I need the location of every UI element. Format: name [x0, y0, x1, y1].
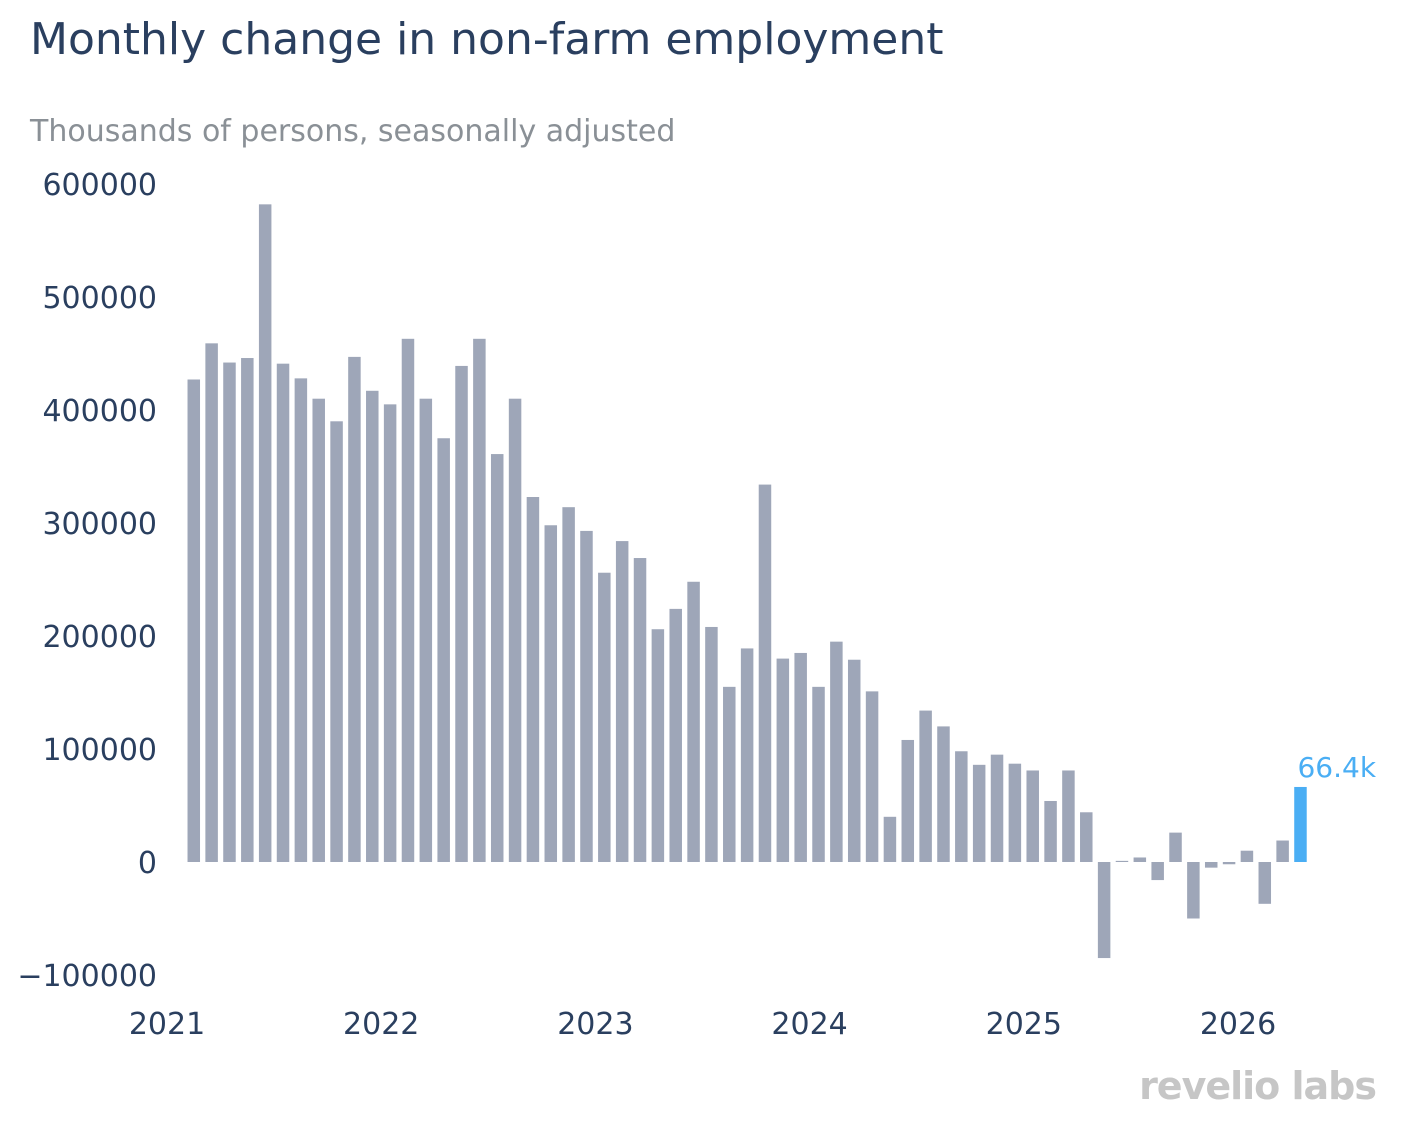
y-tick-label: 400000 [42, 394, 157, 429]
highlight-value-label: 66.4k [1297, 751, 1376, 784]
y-tick-label: 100000 [42, 733, 157, 768]
bar [1222, 862, 1236, 865]
x-tick-label: 2026 [1200, 1007, 1276, 1042]
bar [972, 764, 986, 862]
bar [455, 365, 468, 862]
x-tick-label: 2023 [557, 1007, 633, 1042]
bar [847, 659, 861, 862]
bar [1187, 862, 1200, 919]
y-tick-label: 600000 [42, 168, 157, 203]
y-tick-label: 200000 [42, 620, 157, 655]
chart-title: Monthly change in non-farm employment [30, 14, 944, 65]
bar [526, 497, 540, 862]
bar [1080, 812, 1093, 862]
bar [258, 204, 272, 863]
bar [1044, 800, 1057, 862]
bar [1133, 857, 1147, 862]
bar [241, 358, 254, 862]
bar [1097, 862, 1111, 959]
bar [580, 530, 593, 862]
bar [508, 398, 522, 862]
y-axis: 600000 500000 400000 300000 200000 100000 0 −10… [17, 168, 157, 994]
bar [669, 608, 682, 862]
bar [812, 686, 825, 862]
bar-highlight [1294, 786, 1307, 862]
y-tick-label: −100000 [17, 959, 157, 994]
bar [1008, 763, 1022, 862]
bar [723, 686, 736, 862]
bar [276, 363, 290, 862]
bar [1276, 840, 1289, 862]
revelio-labs-logo: revelio labs [1139, 1064, 1377, 1108]
bar [633, 558, 647, 862]
bar [419, 398, 433, 862]
bar [990, 754, 1004, 862]
bar [937, 726, 950, 862]
chart-subtitle: Thousands of persons, seasonally adjuste… [30, 114, 676, 149]
y-tick-label: 0 [138, 846, 157, 881]
y-tick-label: 300000 [42, 507, 157, 542]
bar [348, 356, 361, 862]
bar [1151, 862, 1164, 881]
bar [312, 398, 325, 862]
bar [794, 652, 807, 862]
bar [401, 338, 415, 862]
bar [562, 507, 575, 862]
bar [705, 626, 718, 862]
bar [1169, 832, 1182, 862]
x-tick-label: 2022 [343, 1007, 419, 1042]
bar [473, 338, 486, 862]
bar [1204, 862, 1218, 868]
x-axis: 2021 2022 2023 2024 2025 2026 [129, 1007, 1276, 1042]
bar [490, 454, 504, 862]
y-tick-label: 500000 [42, 281, 157, 316]
bar [598, 572, 611, 862]
bar [865, 691, 879, 862]
bar [1115, 860, 1129, 862]
bar [1026, 770, 1039, 862]
bar [651, 629, 665, 862]
bar [330, 421, 343, 862]
bar [1258, 862, 1272, 904]
x-tick-label: 2025 [986, 1007, 1062, 1042]
bar [955, 751, 968, 862]
bar [294, 378, 308, 862]
bar [901, 739, 915, 862]
bar [1062, 770, 1075, 862]
bar [776, 658, 790, 862]
bar [223, 362, 236, 862]
bar [740, 648, 754, 862]
bar [687, 581, 700, 862]
x-tick-label: 2021 [129, 1007, 205, 1042]
bar [615, 541, 629, 862]
bar [187, 379, 201, 862]
x-tick-label: 2024 [771, 1007, 847, 1042]
bar [205, 343, 218, 863]
bar [437, 438, 450, 862]
bar [366, 390, 379, 862]
bar [758, 484, 772, 862]
bar [383, 404, 397, 862]
bar [883, 816, 897, 862]
bar [544, 525, 558, 862]
bar [919, 710, 932, 862]
bars [187, 204, 1307, 959]
bar [830, 641, 843, 862]
bar [1240, 850, 1254, 862]
annotations: 66.4k [1297, 751, 1376, 784]
